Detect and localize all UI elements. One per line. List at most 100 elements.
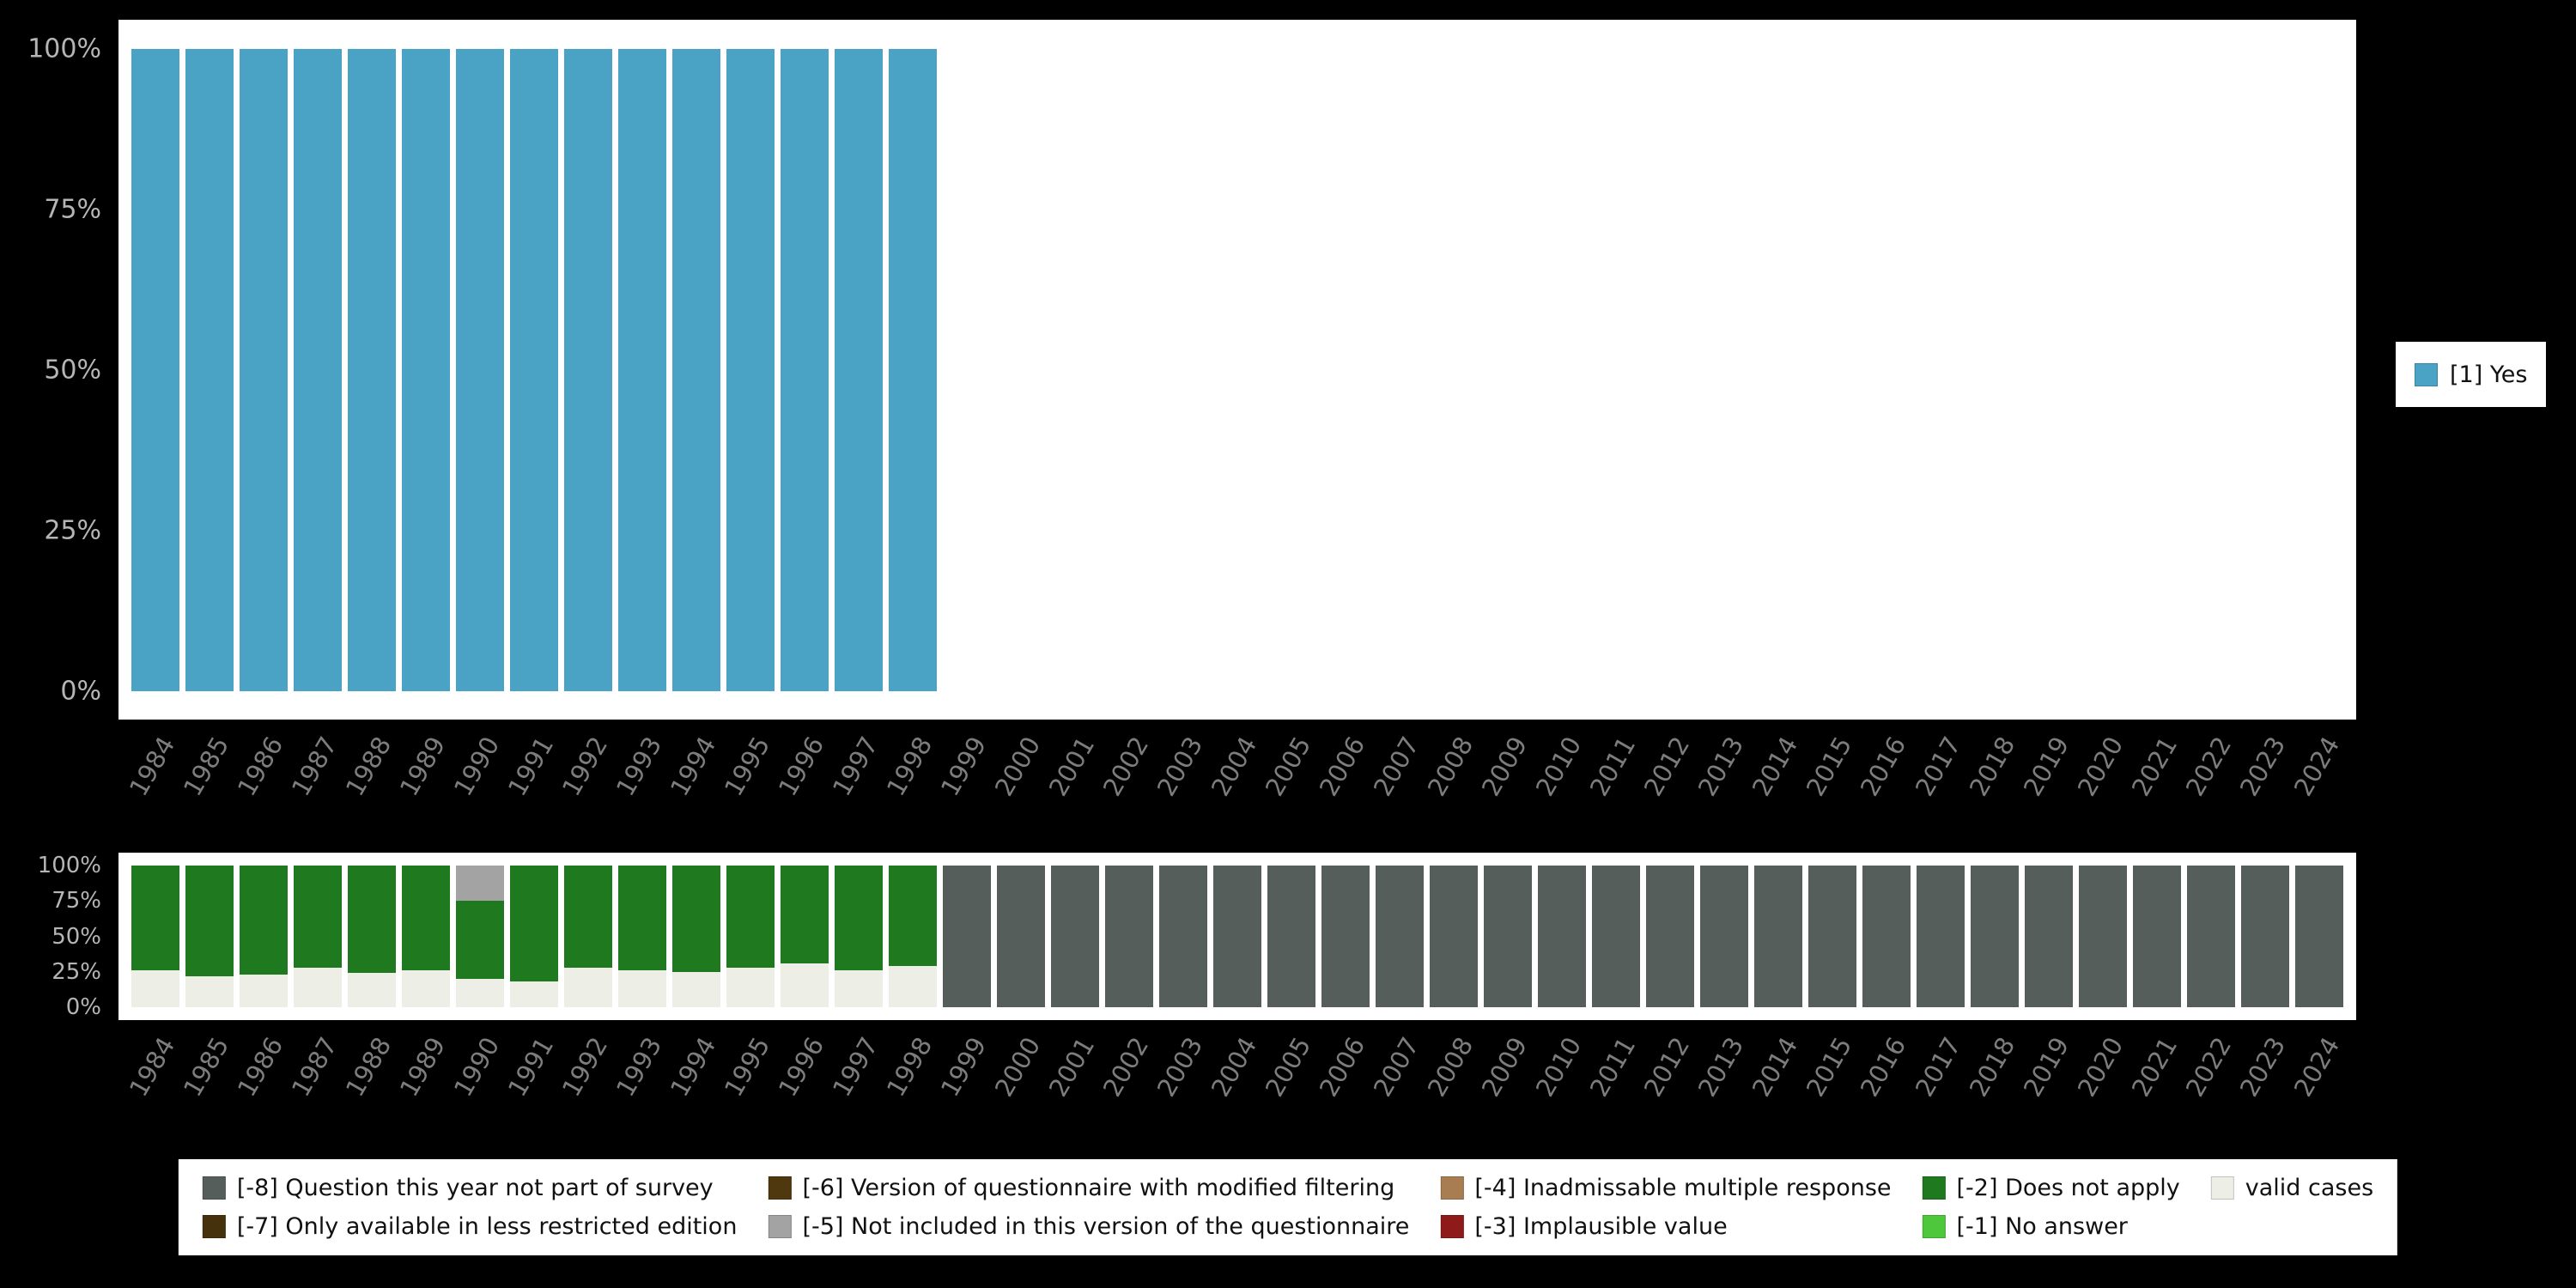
x-tick-label: 1997 (826, 1032, 884, 1102)
bar-segment (293, 967, 342, 1007)
x-tick-label: 1996 (772, 1032, 830, 1102)
bar-segment (888, 966, 937, 1007)
x-tick-label: 2009 (1476, 1032, 1534, 1102)
y-axis: 0% 25% 50% 75% 100% (0, 853, 110, 1020)
x-tick-label: 1990 (447, 1032, 506, 1102)
bar-segment (617, 49, 666, 691)
bar-segment (671, 49, 720, 691)
square-swatch-icon (1922, 1215, 1946, 1238)
legend-label: [-1] No answer (1956, 1213, 2128, 1240)
y-tick-label: 25% (52, 958, 101, 985)
bar-segment (185, 975, 234, 1007)
bar-segment (780, 49, 829, 691)
bar-segment (2295, 866, 2344, 1007)
x-tick-label: 2003 (1151, 1032, 1209, 1102)
legend-item: [-8] Question this year not part of surv… (202, 1175, 738, 1201)
x-tick-label: 2011 (1584, 1032, 1642, 1102)
bar-segment (1538, 866, 1587, 1007)
bar-segment (888, 866, 937, 967)
x-tick-label: 1992 (556, 1032, 614, 1102)
legend-label: [-4] Inadmissable multiple response (1474, 1175, 1892, 1201)
legend-label: [-5] Not included in this version of the… (802, 1213, 1410, 1240)
legend-item: valid cases (2210, 1175, 2374, 1201)
square-swatch-icon (202, 1215, 226, 1238)
x-tick-label: 1994 (664, 1032, 722, 1102)
bar-segment (834, 970, 883, 1007)
bar-segment (401, 970, 450, 1007)
bar-segment (563, 967, 612, 1007)
x-tick-label: 2023 (2233, 1032, 2291, 1102)
bar-segment (1862, 866, 1911, 1007)
bar-segment (455, 979, 504, 1007)
x-tick-label: 1999 (934, 1032, 993, 1102)
x-tick-label: 2021 (2125, 1032, 2183, 1102)
y-tick-label: 100% (37, 853, 101, 878)
plot-area (118, 20, 2356, 720)
bar-segment (834, 49, 883, 691)
bar-segment (726, 866, 775, 968)
bar-segment (1050, 866, 1099, 1007)
legend-item: [-4] Inadmissable multiple response (1440, 1175, 1892, 1201)
x-tick-label: 2005 (1260, 1032, 1317, 1102)
y-tick-label: 50% (52, 923, 101, 950)
legend-label: valid cases (2245, 1175, 2374, 1201)
bar-segment (2079, 866, 2128, 1007)
bar-segment (239, 975, 288, 1007)
bar-segment (726, 49, 775, 691)
square-swatch-icon (768, 1176, 792, 1200)
bar-segment (1321, 866, 1370, 1007)
x-tick-label: 1984 (123, 1032, 180, 1102)
y-tick-label: 25% (44, 515, 101, 546)
legend-label: [-7] Only available in less restricted e… (236, 1213, 738, 1240)
bar-segment (996, 866, 1045, 1007)
bar-segment (509, 49, 558, 691)
x-tick-label: 2018 (1963, 1032, 2020, 1102)
bar-segment (509, 981, 558, 1007)
legend-item: [-7] Only available in less restricted e… (202, 1213, 738, 1240)
bar-segment (2025, 866, 2074, 1007)
bar-segment (617, 866, 666, 971)
x-tick-label: 1998 (880, 1032, 939, 1102)
x-tick-label: 2020 (2071, 1032, 2129, 1102)
bar-segment (131, 49, 179, 691)
bar-segment (1917, 866, 1965, 1007)
bar-segment (834, 866, 883, 971)
bar-segment (1212, 866, 1261, 1007)
legend-item: [-3] Implausible value (1440, 1213, 1891, 1240)
x-tick-label: 2006 (1314, 1032, 1371, 1102)
x-tick-label: 2007 (1368, 1032, 1425, 1102)
bar-segment (1754, 866, 1803, 1007)
x-tick-label: 2022 (2179, 1032, 2237, 1102)
x-tick-label: 2012 (1638, 1032, 1696, 1102)
x-tick-label: 1989 (393, 1032, 452, 1102)
bar-segment (455, 901, 504, 979)
x-tick-label: 1985 (177, 1032, 234, 1102)
bar-segment (617, 970, 666, 1007)
y-axis: 0% 25% 50% 75% 100% (0, 34, 110, 707)
bar-segment (239, 866, 288, 975)
legend-item: [-2] Does not apply (1922, 1175, 2180, 1201)
x-tick-label: 2016 (1855, 1032, 1912, 1102)
y-tick-label: 0% (65, 994, 101, 1020)
square-swatch-icon (1440, 1176, 1464, 1200)
square-swatch-icon (768, 1215, 792, 1238)
bar-segment (780, 866, 829, 963)
square-swatch-icon (1922, 1176, 1946, 1200)
bar-segment (1700, 866, 1749, 1007)
square-swatch-icon (1440, 1215, 1464, 1238)
x-tick-label: 2017 (1909, 1032, 1966, 1102)
bars-container (128, 49, 2347, 691)
y-tick-label: 50% (44, 355, 101, 386)
x-tick-label: 2024 (2287, 1032, 2345, 1102)
main-legend: [1] Yes (2396, 342, 2547, 407)
x-tick-label: 1987 (285, 1032, 343, 1102)
legend-item: [-5] Not included in this version of the… (768, 1213, 1409, 1240)
plot-area (118, 853, 2356, 1020)
legend-label: [-8] Question this year not part of surv… (236, 1175, 714, 1201)
bar-segment (780, 963, 829, 1007)
bar-segment (347, 866, 396, 974)
x-tick-label: 2004 (1206, 1032, 1263, 1102)
x-tick-label: 2015 (1801, 1032, 1858, 1102)
